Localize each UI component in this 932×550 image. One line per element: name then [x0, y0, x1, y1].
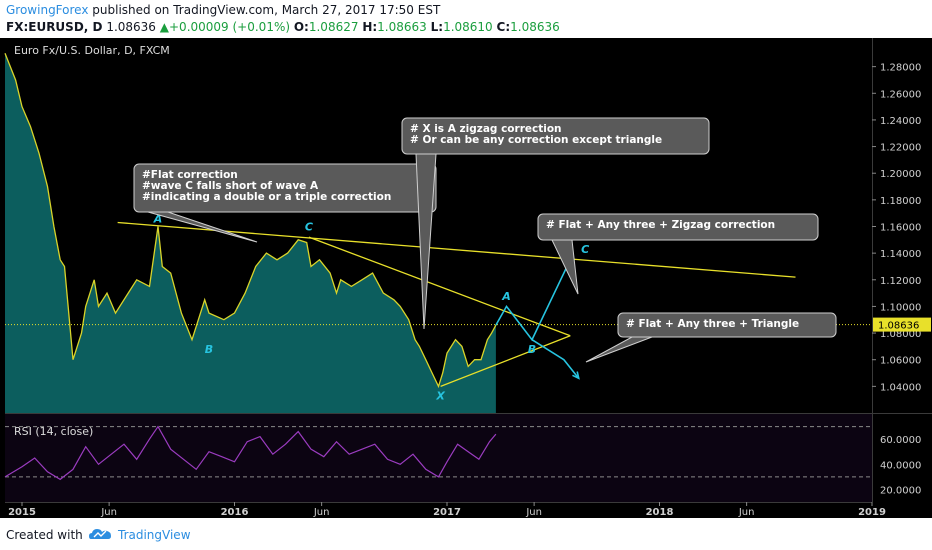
area-group	[4, 53, 872, 414]
wave-label: B	[528, 343, 536, 356]
price-tick-label: 1.26000	[880, 89, 921, 100]
last-price-tag	[873, 317, 931, 332]
time-tick-label: 2015	[8, 507, 36, 518]
price-chart[interactable]: Euro Fx/U.S. Dollar, D, FXCM RSI (14, cl…	[0, 38, 932, 518]
rsi-pane[interactable]	[5, 414, 872, 502]
wave-label-group: A B C X A B C	[153, 213, 589, 403]
chart-header: GrowingForex published on TradingView.co…	[0, 0, 932, 38]
chart-area[interactable]: Euro Fx/U.S. Dollar, D, FXCM RSI (14, cl…	[0, 38, 932, 518]
chart-title: Euro Fx/U.S. Dollar, D, FXCM	[14, 44, 170, 57]
projection-arrowhead	[572, 371, 580, 380]
low-label: L:	[430, 20, 444, 34]
rsi-group: 60.0000 40.0000 20.0000	[4, 425, 921, 496]
callout-text: # X is A zigzag correction	[410, 123, 562, 135]
callout-text: #indicating a double or a triple correct…	[142, 191, 391, 203]
time-axis[interactable]: 2015 Jun 2016 Jun 2017 Jun 2018 Jun 2019	[8, 502, 886, 518]
price-axis[interactable]: 1.28000 1.26000 1.24000 1.22000 1.20000 1.180…	[872, 63, 931, 394]
up-triangle-icon: ▲	[159, 20, 169, 34]
wave-label: C	[581, 243, 589, 256]
time-tick-label: Jun	[525, 507, 542, 518]
trend-line	[308, 236, 571, 337]
high-value: 1.08663	[377, 20, 427, 34]
publish-line: GrowingForex published on TradingView.co…	[6, 3, 440, 17]
time-tick-label: 2016	[221, 507, 249, 518]
last-price: 1.08636	[106, 20, 156, 34]
callout-text: #wave C falls short of wave A	[142, 180, 319, 192]
trend-line	[117, 221, 796, 278]
price-tick-label: 1.24000	[880, 116, 921, 127]
price-tick-label: 1.20000	[880, 169, 921, 180]
created-with-text: Created with	[6, 528, 83, 542]
callout-text: # Or can be any correction except triang…	[410, 134, 662, 146]
high-label: H:	[362, 20, 378, 34]
price-line	[4, 53, 497, 389]
trend-line	[440, 335, 571, 387]
rsi-title: RSI (14, close)	[14, 425, 93, 438]
publish-text: published on TradingView.com, March 27, …	[92, 3, 441, 17]
ohlc-line: FX:EURUSD, D 1.08636 ▲+0.00009 (+0.01%) …	[6, 20, 560, 34]
price-tick-label: 1.06000	[880, 356, 921, 367]
callout-text: #Flat correction	[142, 169, 238, 181]
close-label: C:	[496, 20, 511, 34]
annotation-group: #Flat correction#wave C falls short of w…	[133, 117, 837, 363]
footer: Created with TradingView	[0, 520, 932, 550]
time-tick-label: Jun	[313, 507, 330, 518]
open-label: O:	[293, 20, 309, 34]
projection-path	[495, 259, 571, 342]
rsi-tick-label: 60.0000	[880, 435, 921, 446]
projection-path	[531, 339, 580, 379]
time-tick-label: Jun	[100, 507, 117, 518]
callout-text: # Flat + Any three + Zigzag correction	[546, 219, 775, 231]
time-tick-label: 2017	[433, 507, 461, 518]
price-tick-label: 1.14000	[880, 249, 921, 260]
wave-label: A	[501, 290, 511, 303]
tradingview-link[interactable]: TradingView	[118, 528, 191, 542]
price-tick-label: 1.22000	[880, 143, 921, 154]
close-value: 1.08636	[510, 20, 560, 34]
wave-label: C	[305, 220, 313, 233]
change-value: +0.00009 (+0.01%)	[169, 20, 291, 34]
wave-label: A	[153, 213, 163, 226]
time-tick-label: 2018	[646, 507, 674, 518]
price-tick-label: 1.18000	[880, 196, 921, 207]
trendline-group	[117, 221, 796, 387]
symbol-label: FX:EURUSD, D	[6, 20, 103, 34]
low-value: 1.08610	[443, 20, 493, 34]
open-value: 1.08627	[308, 20, 359, 34]
price-tick-label: 1.10000	[880, 302, 921, 313]
price-tick-label: 1.04000	[880, 382, 921, 393]
callout-box	[537, 213, 819, 241]
time-tick-label: Jun	[738, 507, 755, 518]
callout-box	[401, 117, 710, 155]
price-area-fill	[5, 53, 496, 414]
rsi-tick-label: 40.0000	[880, 460, 921, 471]
wave-label: B	[205, 343, 213, 356]
price-tick-label: 1.16000	[880, 223, 921, 234]
price-tick-label: 1.08000	[880, 329, 921, 340]
tradingview-cloud-icon[interactable]	[88, 526, 114, 542]
rsi-line	[4, 425, 497, 481]
callout-box	[133, 163, 437, 213]
callout-text: # Flat + Any three + Triangle	[626, 318, 799, 330]
time-tick-label: 2019	[858, 507, 886, 518]
rsi-tick-label: 20.0000	[880, 485, 921, 496]
price-tick-label: 1.28000	[880, 63, 921, 74]
author-name[interactable]: GrowingForex	[6, 3, 89, 17]
price-tick-label: 1.12000	[880, 276, 921, 287]
wave-label: X	[435, 390, 445, 403]
callout-box	[617, 312, 837, 338]
last-price-tag-label: 1.08636	[878, 321, 919, 332]
